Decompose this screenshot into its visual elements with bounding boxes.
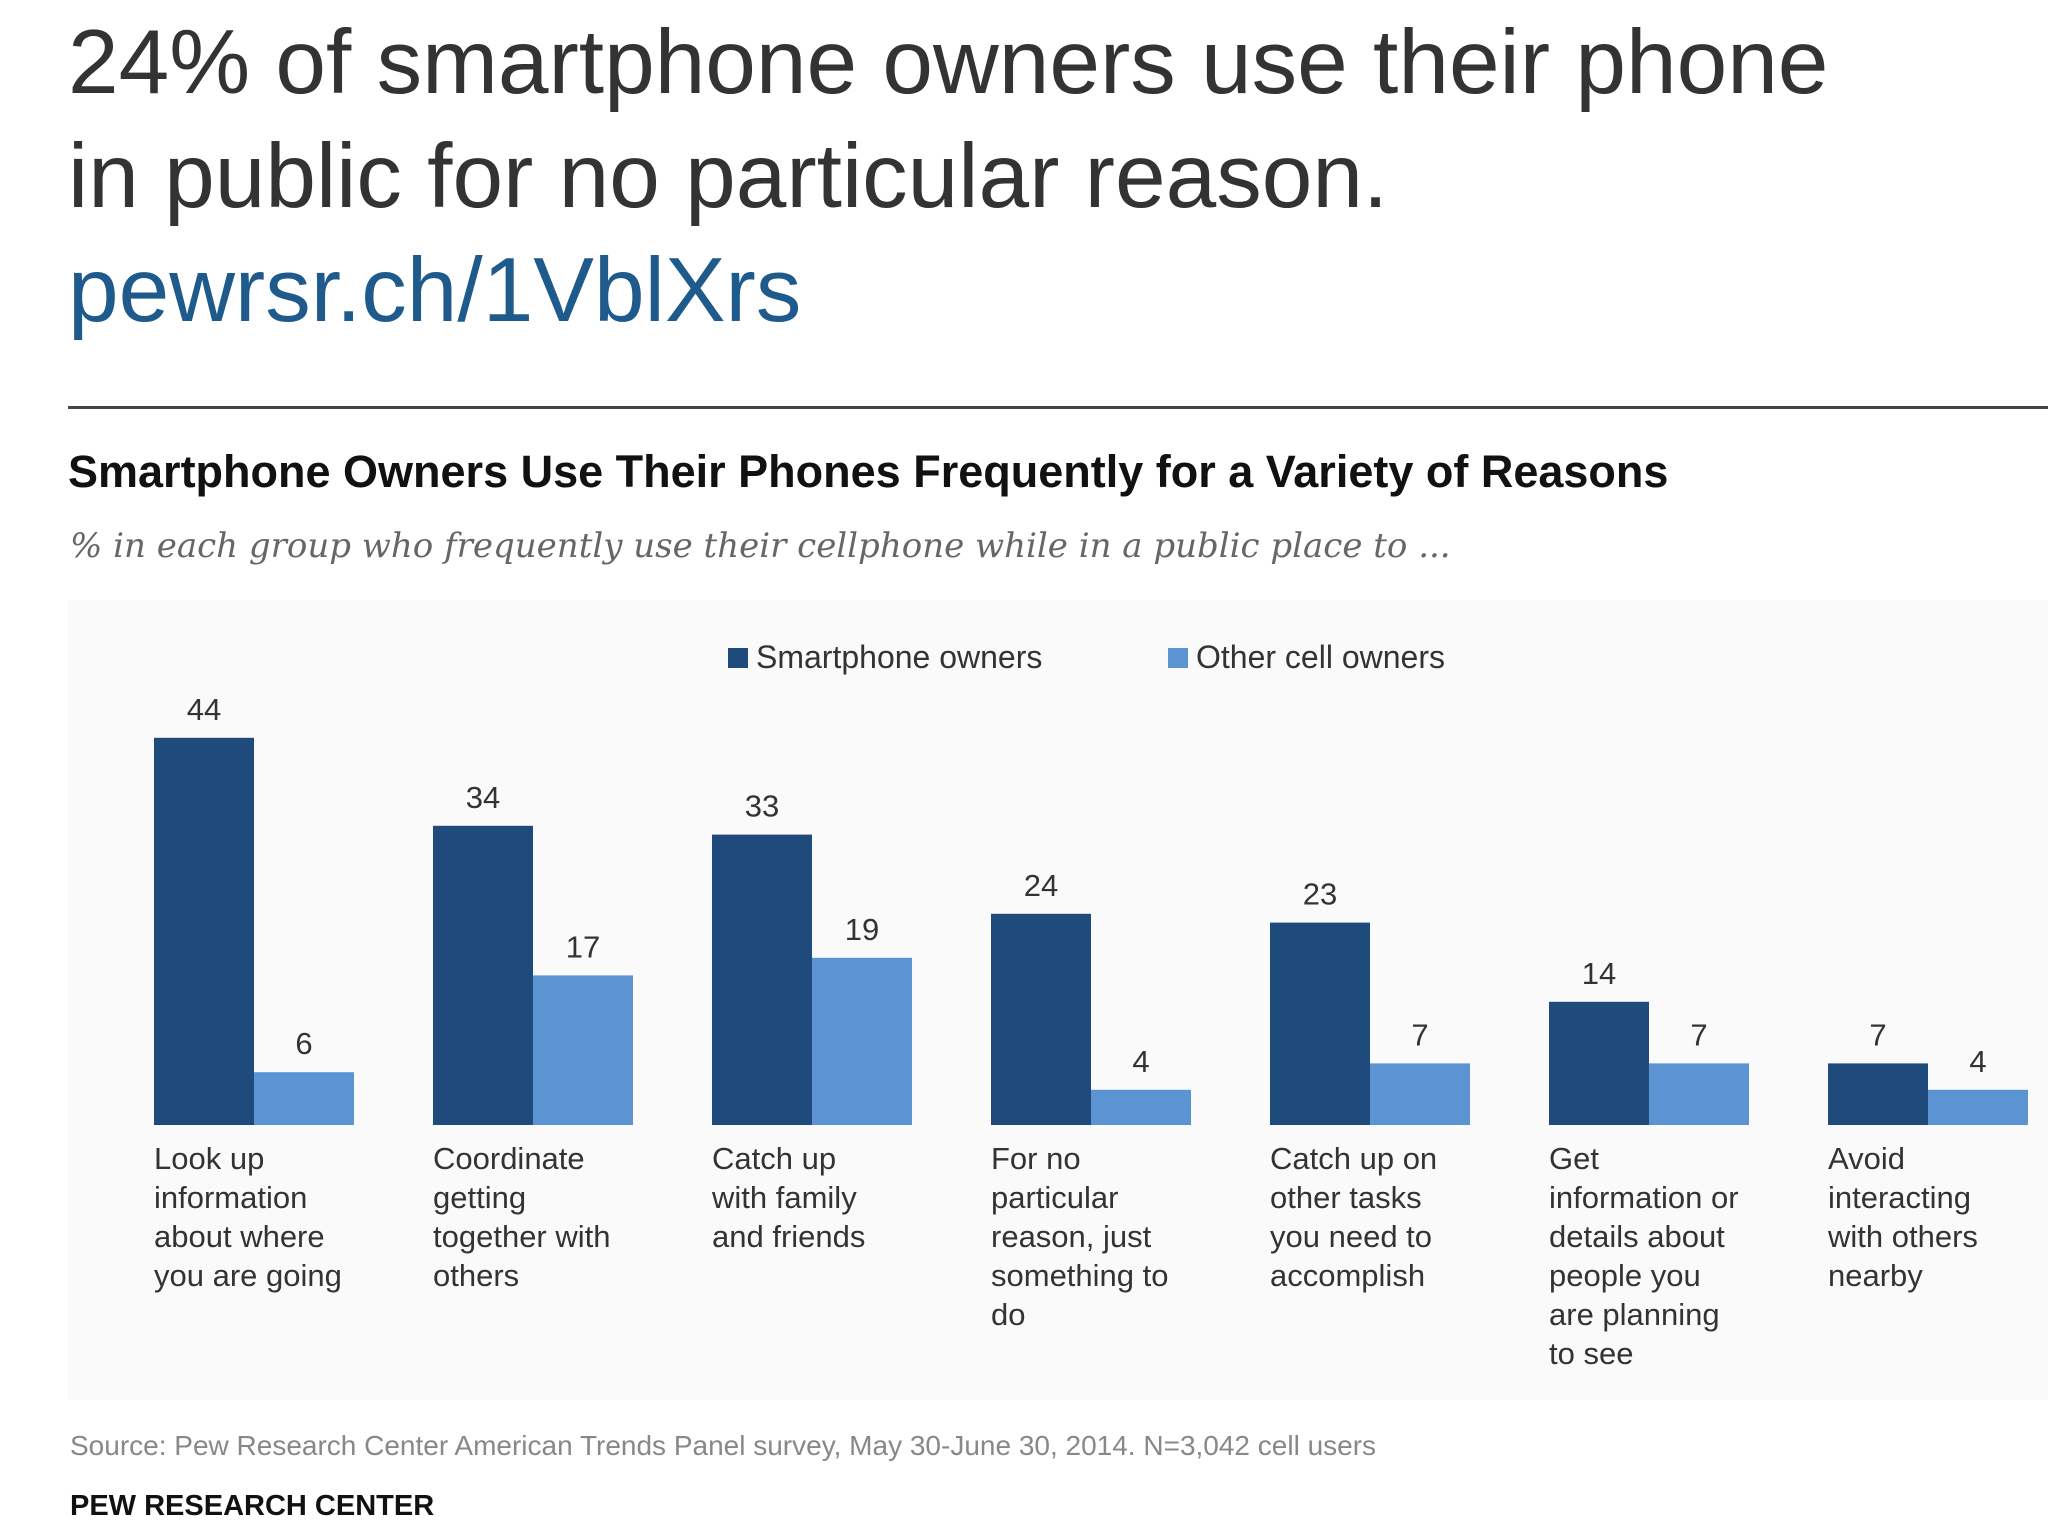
category-label-6-line-6: to see [1549,1336,1633,1371]
category-label-2-line-2: getting [433,1180,526,1215]
category-label-6-line-3: details about [1549,1219,1725,1254]
value-label-smartphone-5: 23 [1303,877,1337,912]
legend-swatch-2 [1168,648,1188,668]
bar-other-cell-5 [1370,1063,1470,1125]
category-label-3-line-2: with family [711,1180,857,1215]
category-label-4-line-3: reason, just [991,1219,1152,1254]
value-label-other-cell-4: 4 [1132,1044,1149,1079]
value-label-other-cell-7: 4 [1969,1044,1986,1079]
category-label-7-line-1: Avoid [1828,1141,1905,1176]
category-label-2-line-3: together with [433,1219,611,1254]
category-label-7-line-4: nearby [1828,1258,1923,1293]
legend-swatch-1 [728,648,748,668]
chart-area: Smartphone owners Other cell owners 44 6 Loo… [68,600,2048,1400]
bar-smartphone-1 [154,737,254,1125]
category-label-4-line-4: something to [991,1258,1169,1293]
legend-label-2: Other cell owners [1196,639,1445,675]
value-label-smartphone-7: 7 [1869,1017,1886,1052]
short-link[interactable]: pewrsr.ch/1VblXrs [68,240,802,341]
organization-name: PEW RESEARCH CENTER [70,1490,435,1522]
bar-smartphone-2 [433,825,533,1125]
value-label-other-cell-6: 7 [1690,1017,1707,1052]
value-label-smartphone-3: 33 [745,789,779,824]
bar-smartphone-4 [991,913,1091,1125]
category-label-6-line-5: are planning [1549,1297,1720,1332]
headline-line-2: in public for no particular reason. [68,126,1389,227]
category-label-2-line-4: others [433,1258,519,1293]
divider [68,406,2048,409]
category-label-1-line-4: you are going [154,1258,342,1293]
category-label-2-line-1: Coordinate [433,1141,585,1176]
bar-other-cell-1 [254,1072,354,1125]
headline: 24% of smartphone owners use their phone… [68,6,2048,348]
bar-other-cell-3 [812,957,912,1125]
category-label-1-line-2: information [154,1180,307,1215]
category-label-4-line-1: For no [991,1141,1081,1176]
source-note: Source: Pew Research Center American Tre… [70,1430,1377,1461]
category-label-6-line-1: Get [1549,1141,1599,1176]
category-label-1-line-1: Look up [154,1141,264,1176]
bar-other-cell-6 [1649,1063,1749,1125]
category-label-3-line-1: Catch up [712,1141,836,1176]
bar-smartphone-7 [1828,1063,1928,1125]
chart-title: Smartphone Owners Use Their Phones Frequ… [68,446,1669,497]
value-label-other-cell-2: 17 [566,929,600,964]
category-label-1-line-3: about where [154,1219,325,1254]
legend-label-1: Smartphone owners [756,639,1042,675]
bar-other-cell-7 [1928,1089,2028,1125]
value-label-smartphone-6: 14 [1582,956,1616,991]
headline-line-1: 24% of smartphone owners use their phone [68,12,1829,113]
category-label-7-line-3: with others [1827,1219,1978,1254]
category-label-6-line-4: people you [1549,1258,1701,1293]
value-label-other-cell-3: 19 [845,912,879,947]
category-label-5-line-3: you need to [1270,1219,1432,1254]
value-label-other-cell-5: 7 [1411,1017,1428,1052]
value-label-smartphone-1: 44 [187,692,221,727]
category-label-5-line-4: accomplish [1270,1258,1425,1293]
category-label-5-line-2: other tasks [1270,1180,1422,1215]
category-label-7-line-2: interacting [1828,1180,1971,1215]
category-label-4-line-5: do [991,1297,1025,1332]
bar-smartphone-5 [1270,922,1370,1125]
chart-subtitle: % in each group who frequently use their… [70,526,1451,566]
bar-smartphone-6 [1549,1001,1649,1125]
value-label-smartphone-2: 34 [466,780,500,815]
bar-other-cell-2 [533,975,633,1125]
category-label-6-line-2: information or [1549,1180,1739,1215]
value-label-smartphone-4: 24 [1024,868,1058,903]
value-label-other-cell-1: 6 [295,1026,312,1061]
bar-smartphone-3 [712,834,812,1125]
category-label-3-line-3: and friends [712,1219,865,1254]
bar-other-cell-4 [1091,1089,1191,1125]
category-label-4-line-2: particular [991,1180,1119,1215]
category-label-5-line-1: Catch up on [1270,1141,1437,1176]
bar-chart: Smartphone owners Other cell owners446Loo… [154,639,2028,1371]
